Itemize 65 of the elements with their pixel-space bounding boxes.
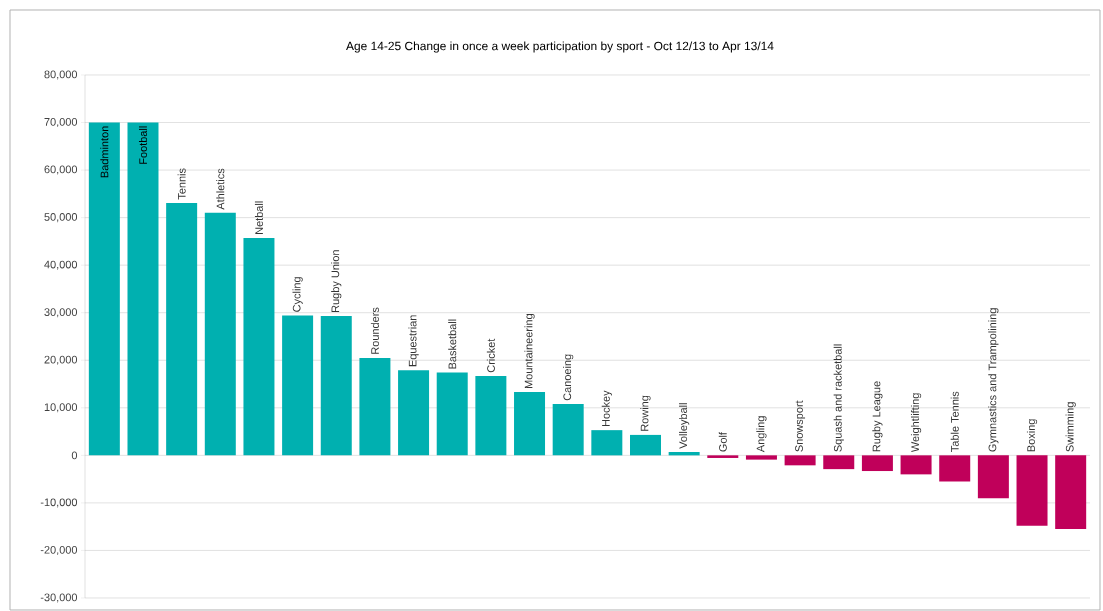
bar <box>900 455 932 475</box>
bar <box>745 455 777 460</box>
y-tick-label: 30,000 <box>44 308 78 318</box>
x-tick-label: Netball <box>254 201 263 234</box>
y-tick-label: -30,000 <box>40 593 78 603</box>
x-tick-label: Mountaineering <box>524 314 535 389</box>
bar <box>88 122 120 456</box>
bar <box>823 455 855 470</box>
x-tick-label: Cricket <box>486 338 495 373</box>
y-tick-label: 50,000 <box>44 213 78 223</box>
bar <box>629 434 661 456</box>
x-tick-label: Volleyball <box>679 403 690 449</box>
bar <box>166 202 198 456</box>
bar <box>514 392 546 456</box>
x-tick-label: Rowing <box>640 395 651 431</box>
x-tick-label: Squash and racketball <box>833 344 844 452</box>
bar <box>475 375 507 456</box>
y-tick-label: -20,000 <box>40 545 78 555</box>
x-tick-label: Badminton <box>100 126 109 178</box>
x-tick-label: Basketball <box>448 319 457 369</box>
bar <box>707 455 739 458</box>
x-tick-label: Equestrian <box>408 315 419 367</box>
bar <box>1016 455 1048 526</box>
bar <box>861 455 893 472</box>
y-tick-label: 20,000 <box>44 355 78 365</box>
y-tick-label: -10,000 <box>40 498 78 508</box>
y-tick-label: 10,000 <box>44 403 78 413</box>
x-tick-label: Canoeing <box>563 354 574 401</box>
x-tick-label: Football <box>138 126 148 164</box>
bar <box>127 122 159 456</box>
bar <box>668 452 700 456</box>
x-tick-label: Angling <box>756 416 767 453</box>
x-tick-label: Hockey <box>601 390 612 427</box>
bar <box>784 455 816 466</box>
x-tick-label: Cycling <box>292 277 303 312</box>
bar <box>552 404 584 456</box>
x-tick-label: Swimming <box>1065 402 1076 452</box>
bar <box>282 315 314 456</box>
x-tick-label: Boxing <box>1026 419 1038 452</box>
x-tick-label: Table Tennis <box>950 391 959 452</box>
bar <box>977 455 1009 499</box>
bar <box>243 238 275 456</box>
bar <box>359 357 391 456</box>
x-tick-label: Tennis <box>177 168 186 200</box>
bar <box>436 372 468 456</box>
bar <box>939 455 971 482</box>
x-tick-label: Rugby Union <box>331 250 342 312</box>
bar <box>204 212 236 456</box>
y-tick-label: 60,000 <box>44 165 78 175</box>
x-tick-label: Rounders <box>370 307 379 354</box>
y-tick-label: 40,000 <box>44 260 78 270</box>
y-tick-label: 0 <box>71 451 78 460</box>
bar <box>1055 455 1087 530</box>
x-tick-label: Rugby League <box>872 381 883 452</box>
y-tick-label: 70,000 <box>44 118 78 128</box>
x-tick-label: Athletics <box>216 168 225 210</box>
x-tick-label: Snowsport <box>795 400 806 452</box>
bar <box>320 316 352 456</box>
x-tick-label: Golf <box>718 432 727 452</box>
chart-title: Age 14-25 Change in once a week participation by sport - Oct 12/13 to Apr 13/14 <box>346 41 774 53</box>
x-tick-label: Weightlifting <box>910 393 922 453</box>
bar <box>591 430 623 456</box>
y-tick-label: 80,000 <box>44 70 78 80</box>
x-tick-label: Gymnastics and Trampolining <box>988 308 999 452</box>
bar <box>398 370 430 456</box>
